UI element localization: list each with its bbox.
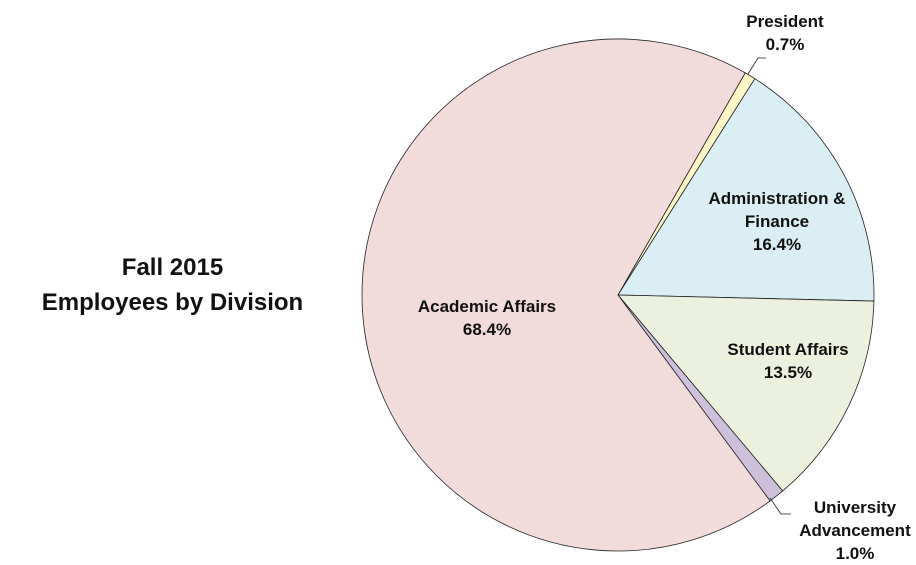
title-box: Fall 2015 Employees by Division bbox=[0, 250, 345, 320]
chart-title: Fall 2015 Employees by Division bbox=[0, 250, 345, 320]
leader-line bbox=[747, 57, 766, 75]
label-box: President 0.7% bbox=[705, 10, 865, 56]
slice-label: Student Affairs 13.5% bbox=[708, 338, 868, 384]
category-label: President bbox=[746, 12, 824, 31]
value-label: 0.7% bbox=[765, 35, 805, 54]
value-label: 68.4% bbox=[462, 320, 512, 339]
slice-label: University Advancement 1.0% bbox=[775, 496, 916, 565]
label-box: University Advancement 1.0% bbox=[775, 496, 916, 565]
value-label: 16.4% bbox=[752, 235, 802, 254]
title-line: Fall 2015 bbox=[121, 254, 224, 281]
category-label: University Advancement bbox=[799, 498, 911, 540]
pie-slice bbox=[617, 294, 875, 492]
slice-label: Administration & Finance 16.4% bbox=[697, 187, 857, 256]
value-label: 13.5% bbox=[763, 363, 813, 382]
category-label: Administration & Finance bbox=[708, 189, 846, 231]
pie-slice bbox=[617, 78, 875, 302]
category-label: Student Affairs bbox=[727, 340, 849, 359]
category-label: Academic Affairs bbox=[417, 297, 557, 316]
title-line: Employees by Division bbox=[41, 289, 304, 316]
label-box: Student Affairs 13.5% bbox=[708, 338, 868, 384]
label-box: Administration & Finance 16.4% bbox=[697, 187, 857, 256]
slice-label: Academic Affairs 68.4% bbox=[397, 295, 577, 341]
value-label: 1.0% bbox=[835, 544, 875, 563]
slice-label: President 0.7% bbox=[705, 10, 865, 56]
leader-line bbox=[769, 497, 791, 515]
label-box: Academic Affairs 68.4% bbox=[397, 295, 577, 341]
pie-slice bbox=[361, 38, 771, 552]
